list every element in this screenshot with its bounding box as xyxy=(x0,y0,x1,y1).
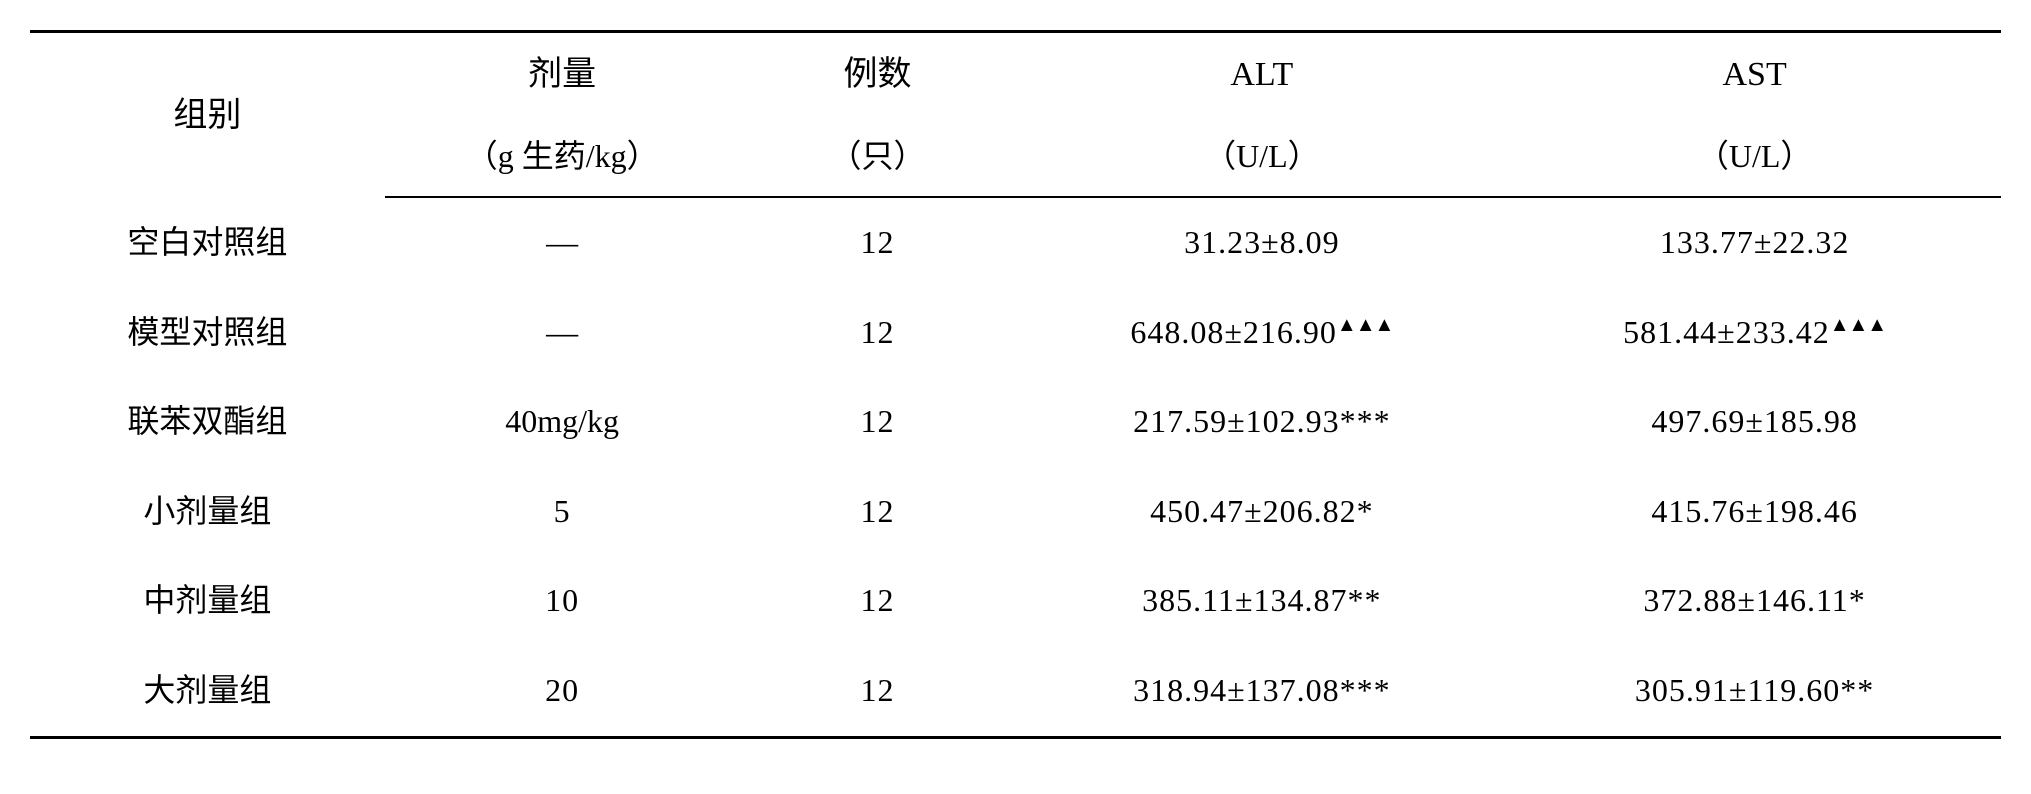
ast-value: 305.91±119.60 xyxy=(1635,672,1840,708)
table-row: 小剂量组 5 12 450.47±206.82* 415.76±198.46 xyxy=(30,467,2001,557)
cell-ast: 372.88±146.11* xyxy=(1508,556,2001,646)
ast-value: 581.44±233.42 xyxy=(1623,314,1830,350)
alt-value: 31.23±8.09 xyxy=(1184,224,1340,260)
cell-count: 12 xyxy=(740,197,1016,288)
liver-enzyme-table-container: 组别 剂量 例数 ALT AST （g 生药/kg） （只） （U/L） （U/… xyxy=(30,30,2001,739)
cell-alt: 648.08±216.90▲▲▲ xyxy=(1015,288,1508,378)
header-dose-main: 剂量 xyxy=(385,32,740,117)
cell-alt: 217.59±102.93*** xyxy=(1015,377,1508,467)
header-dose-sub: （g 生药/kg） xyxy=(385,116,740,197)
cell-alt: 450.47±206.82* xyxy=(1015,467,1508,557)
ast-mark: * xyxy=(1849,582,1866,618)
cell-dose: 10 xyxy=(385,556,740,646)
table-row: 联苯双酯组 40mg/kg 12 217.59±102.93*** 497.69… xyxy=(30,377,2001,467)
liver-enzyme-table: 组别 剂量 例数 ALT AST （g 生药/kg） （只） （U/L） （U/… xyxy=(30,30,2001,739)
cell-group: 模型对照组 xyxy=(30,288,385,378)
cell-ast: 497.69±185.98 xyxy=(1508,377,2001,467)
cell-dose: — xyxy=(385,197,740,288)
cell-count: 12 xyxy=(740,377,1016,467)
table-row: 大剂量组 20 12 318.94±137.08*** 305.91±119.6… xyxy=(30,646,2001,737)
header-alt-main: ALT xyxy=(1015,32,1508,117)
cell-dose: — xyxy=(385,288,740,378)
table-row: 模型对照组 — 12 648.08±216.90▲▲▲ 581.44±233.4… xyxy=(30,288,2001,378)
alt-value: 217.59±102.93 xyxy=(1133,403,1340,439)
cell-count: 12 xyxy=(740,556,1016,646)
cell-group: 联苯双酯组 xyxy=(30,377,385,467)
cell-alt: 31.23±8.09 xyxy=(1015,197,1508,288)
ast-mark: ▲▲▲ xyxy=(1830,314,1886,336)
cell-ast: 581.44±233.42▲▲▲ xyxy=(1508,288,2001,378)
cell-group: 空白对照组 xyxy=(30,197,385,288)
cell-dose: 40mg/kg xyxy=(385,377,740,467)
cell-group: 大剂量组 xyxy=(30,646,385,737)
table-header: 组别 剂量 例数 ALT AST （g 生药/kg） （只） （U/L） （U/… xyxy=(30,32,2001,198)
alt-mark: * xyxy=(1357,493,1374,529)
alt-value: 385.11±134.87 xyxy=(1142,582,1347,618)
alt-mark: *** xyxy=(1340,672,1391,708)
alt-value: 450.47±206.82 xyxy=(1150,493,1357,529)
header-count-sub: （只） xyxy=(740,116,1016,197)
header-count-main: 例数 xyxy=(740,32,1016,117)
alt-mark: *** xyxy=(1340,403,1391,439)
table-row: 空白对照组 — 12 31.23±8.09 133.77±22.32 xyxy=(30,197,2001,288)
header-row-1: 组别 剂量 例数 ALT AST xyxy=(30,32,2001,117)
cell-ast: 305.91±119.60** xyxy=(1508,646,2001,737)
header-group: 组别 xyxy=(30,32,385,198)
cell-group: 小剂量组 xyxy=(30,467,385,557)
cell-dose: 5 xyxy=(385,467,740,557)
ast-value: 415.76±198.46 xyxy=(1651,493,1858,529)
alt-mark: ▲▲▲ xyxy=(1337,314,1393,336)
cell-ast: 415.76±198.46 xyxy=(1508,467,2001,557)
header-alt-sub: （U/L） xyxy=(1015,116,1508,197)
table-body: 空白对照组 — 12 31.23±8.09 133.77±22.32 模型对照组… xyxy=(30,197,2001,737)
cell-count: 12 xyxy=(740,467,1016,557)
cell-alt: 318.94±137.08*** xyxy=(1015,646,1508,737)
cell-dose: 20 xyxy=(385,646,740,737)
ast-mark: ** xyxy=(1840,672,1874,708)
header-ast-main: AST xyxy=(1508,32,2001,117)
cell-count: 12 xyxy=(740,646,1016,737)
alt-value: 318.94±137.08 xyxy=(1133,672,1340,708)
ast-value: 497.69±185.98 xyxy=(1651,403,1858,439)
table-row: 中剂量组 10 12 385.11±134.87** 372.88±146.11… xyxy=(30,556,2001,646)
ast-value: 372.88±146.11 xyxy=(1643,582,1848,618)
ast-value: 133.77±22.32 xyxy=(1660,224,1850,260)
cell-ast: 133.77±22.32 xyxy=(1508,197,2001,288)
cell-alt: 385.11±134.87** xyxy=(1015,556,1508,646)
cell-group: 中剂量组 xyxy=(30,556,385,646)
alt-value: 648.08±216.90 xyxy=(1130,314,1337,350)
cell-count: 12 xyxy=(740,288,1016,378)
alt-mark: ** xyxy=(1348,582,1382,618)
header-ast-sub: （U/L） xyxy=(1508,116,2001,197)
